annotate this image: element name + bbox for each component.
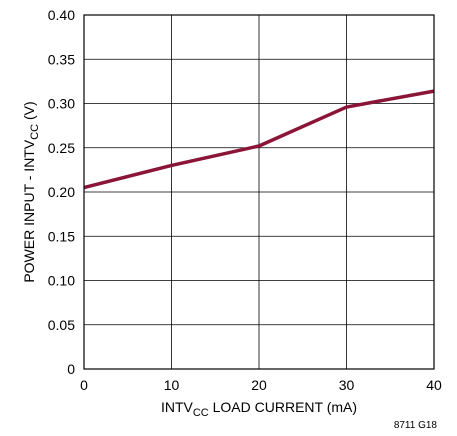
x-axis-label-pre: INTV (161, 399, 194, 415)
y-tick-label: 0.40 (48, 7, 75, 23)
y-tick-label: 0.30 (48, 96, 75, 112)
y-tick-label: 0 (67, 361, 75, 377)
x-tick-label: 0 (80, 377, 88, 393)
x-tick-label: 40 (426, 377, 442, 393)
y-tick-label: 0.35 (48, 51, 75, 67)
grid-lines (83, 14, 435, 370)
x-tick-labels: 0 10 20 30 40 (80, 377, 442, 393)
x-tick-label: 30 (339, 377, 355, 393)
plot-frame (83, 14, 435, 370)
y-axis-label-post: (V) (21, 101, 37, 124)
x-axis-label-sub: CC (193, 407, 209, 419)
series-line (83, 89, 435, 190)
y-axis-label: POWER INPUT - INTVCC (V) (21, 101, 41, 282)
y-tick-label: 0.25 (48, 140, 75, 156)
y-tick-labels: 0 0.05 0.10 0.15 0.20 0.25 0.30 0.35 0.40 (48, 7, 75, 377)
y-tick-label: 0.15 (48, 228, 75, 244)
x-tick-label: 10 (164, 377, 180, 393)
x-tick-label: 20 (251, 377, 267, 393)
series-layer (83, 89, 435, 190)
figure-code: 8711 G18 (394, 420, 438, 431)
x-axis-label: INTVCC LOAD CURRENT (mA) (161, 399, 357, 419)
x-axis-label-post: LOAD CURRENT (mA) (209, 399, 357, 415)
y-tick-label: 0.10 (48, 273, 75, 289)
y-axis-label-pre: POWER INPUT - INTV (21, 139, 37, 283)
y-tick-label: 0.20 (48, 184, 75, 200)
y-axis-label-sub: CC (29, 124, 41, 140)
y-tick-label: 0.05 (48, 317, 75, 333)
